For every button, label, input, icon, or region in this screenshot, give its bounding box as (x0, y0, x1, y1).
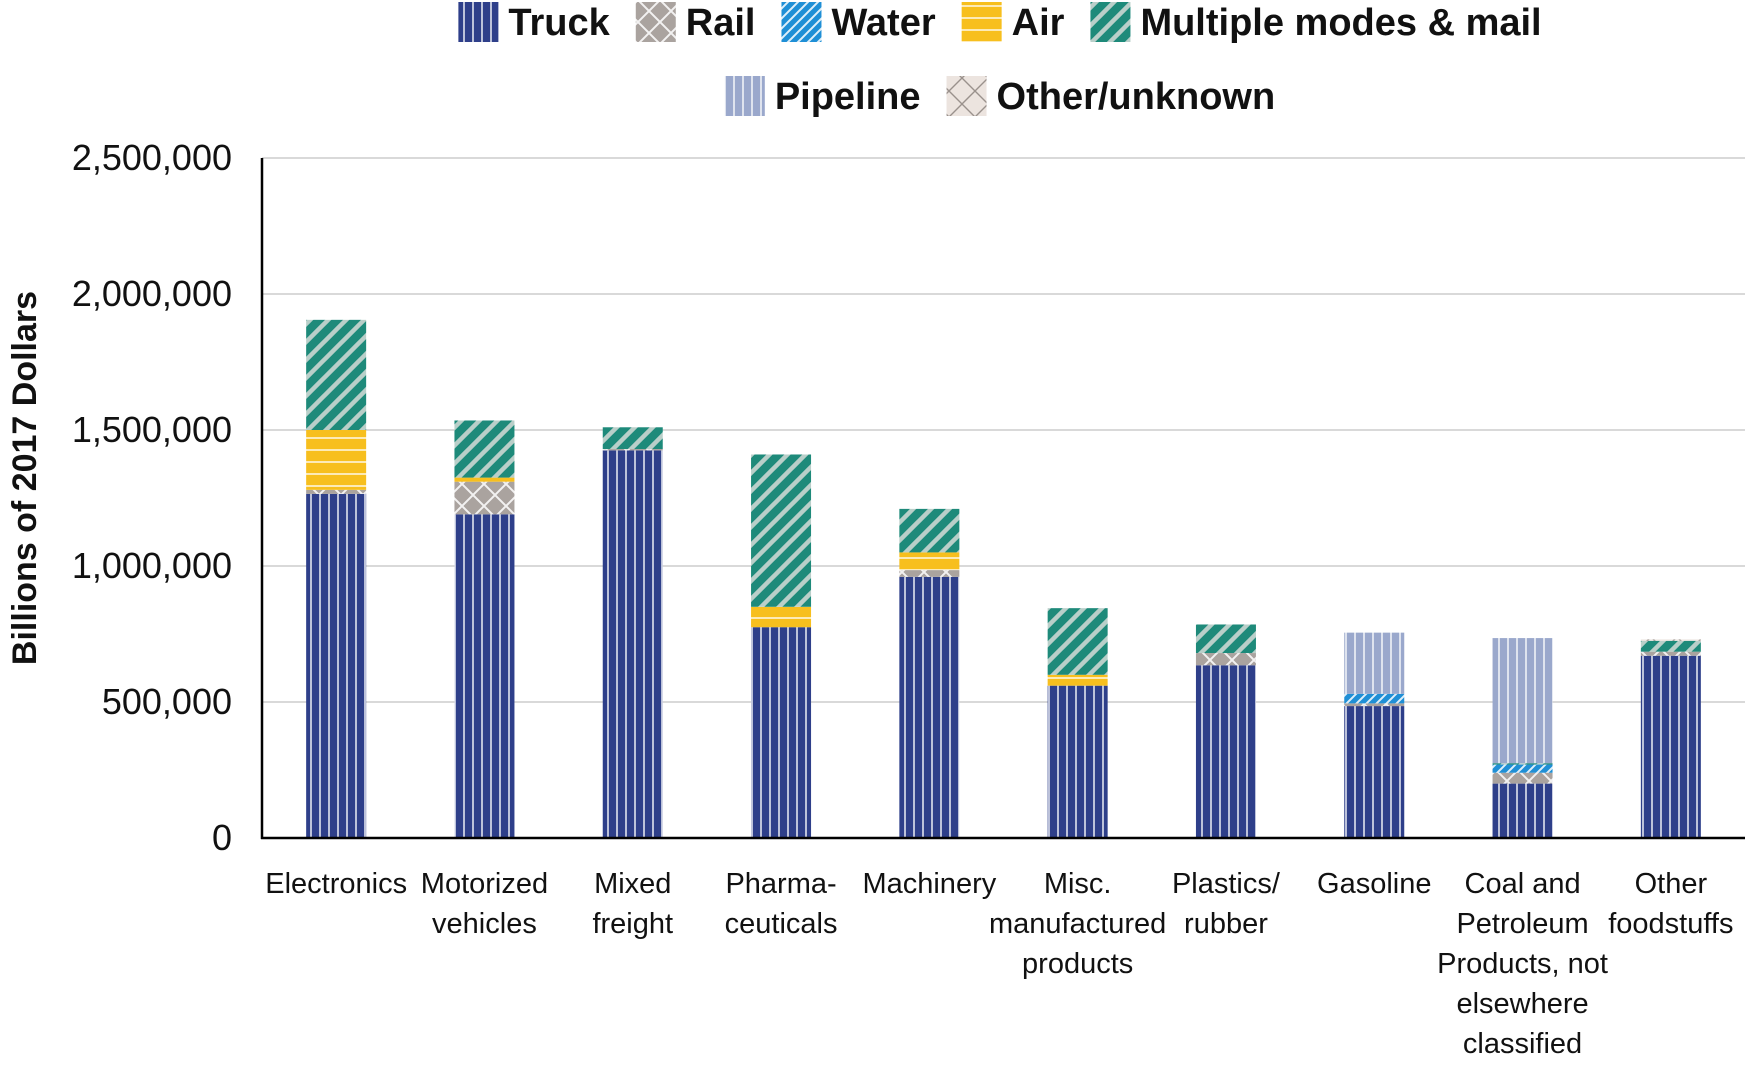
bar-segment (751, 606, 812, 628)
legend-label: Multiple modes & mail (1140, 2, 1541, 44)
category-label: Gasoline (1317, 868, 1431, 900)
legend-swatch (946, 76, 987, 116)
legend-label: Truck (508, 2, 610, 44)
bar-segment (1640, 651, 1701, 656)
legend-swatch (724, 76, 765, 116)
bar-segment (1492, 772, 1553, 784)
bar-segment (899, 570, 960, 577)
bar-segment (454, 420, 515, 478)
bar-segment (306, 493, 367, 838)
bar-segment (1195, 653, 1256, 666)
bar-segment (899, 576, 960, 838)
bar-segment (751, 627, 812, 838)
bar-segment (1195, 665, 1256, 838)
bar-segment (1640, 639, 1701, 641)
category-label: Electronics (265, 868, 407, 900)
bar-segment (602, 427, 663, 450)
category-labels: Electronics Motorized vehicles Mixed freight… (265, 868, 1733, 1060)
bar-segment (602, 449, 663, 451)
category-label: Plastics/rubber (1172, 868, 1281, 940)
bar-segment (1344, 632, 1405, 694)
legend-swatch (458, 2, 499, 42)
legend-label: Air (1012, 2, 1065, 44)
category-label: Misc. manufactured products (989, 868, 1166, 980)
y-tick-label: 0 (212, 817, 232, 858)
legend-item: Other/unknown (946, 76, 1276, 118)
bar-segment (1195, 624, 1256, 654)
legend-swatch (635, 2, 676, 42)
y-tick-label: 2,500,000 (72, 137, 232, 178)
y-tick-label: 2,000,000 (72, 273, 232, 314)
category-label: Pharma-ceuticals (725, 868, 838, 940)
legend-label: Rail (686, 2, 756, 44)
bar-segment (1344, 706, 1405, 838)
bar-segment (454, 477, 515, 482)
bar-segment (1492, 763, 1553, 765)
legend-item: Pipeline (724, 76, 921, 118)
bar-segment (1640, 655, 1701, 838)
legend-swatch (961, 2, 1002, 42)
legend-swatch (1090, 2, 1131, 42)
bar-segment (899, 508, 960, 553)
bar-segment (306, 319, 367, 430)
bar-segment (1640, 640, 1701, 652)
legend-label: Water (831, 2, 935, 44)
legend-swatch (781, 2, 822, 42)
bar-segment (899, 552, 960, 571)
legend-label: Pipeline (775, 76, 921, 118)
axes (260, 158, 1745, 840)
y-axis-label: Billions of 2017 Dollars (6, 291, 44, 665)
legend-item: Rail (635, 2, 756, 44)
y-tick-label: 1,000,000 (72, 545, 232, 586)
category-label: Coal and Petroleum Products, not elsewhere c… (1437, 868, 1608, 1060)
legend-label: Other/unknown (997, 76, 1276, 118)
bar-segment (1344, 703, 1405, 707)
y-tick-label: 1,500,000 (72, 409, 232, 450)
bar-segment (1492, 783, 1553, 838)
legend-item: Truck (458, 2, 611, 44)
bar-segment (1492, 764, 1553, 773)
bar-segment (1047, 674, 1108, 686)
bar-segment (1047, 685, 1108, 838)
category-label: Machinery (862, 868, 996, 900)
bar-segment (306, 430, 367, 490)
bar-segment (454, 481, 515, 515)
category-label: Other foodstuffs (1608, 868, 1733, 940)
legend: Truck Rail Water Air Multiple modes & mail Pi… (458, 2, 1542, 118)
legend-item: Water (781, 2, 936, 44)
category-label: Motorized vehicles (421, 868, 548, 940)
bar-segment (751, 454, 812, 607)
bar-segment (1344, 693, 1405, 704)
bars (306, 319, 1701, 838)
y-tick-labels: 0 500,000 1,000,000 1,500,000 2,000,000 2,500… (72, 137, 232, 858)
bar-segment (306, 489, 367, 494)
legend-item: Air (961, 2, 1065, 44)
bar-segment (1492, 638, 1553, 764)
bar-segment (454, 514, 515, 838)
bar-segment (1047, 608, 1108, 675)
y-tick-label: 500,000 (102, 681, 232, 722)
bar-segment (602, 450, 663, 838)
legend-item: Multiple modes & mail (1090, 2, 1542, 44)
category-label: Mixed freight (592, 868, 673, 940)
